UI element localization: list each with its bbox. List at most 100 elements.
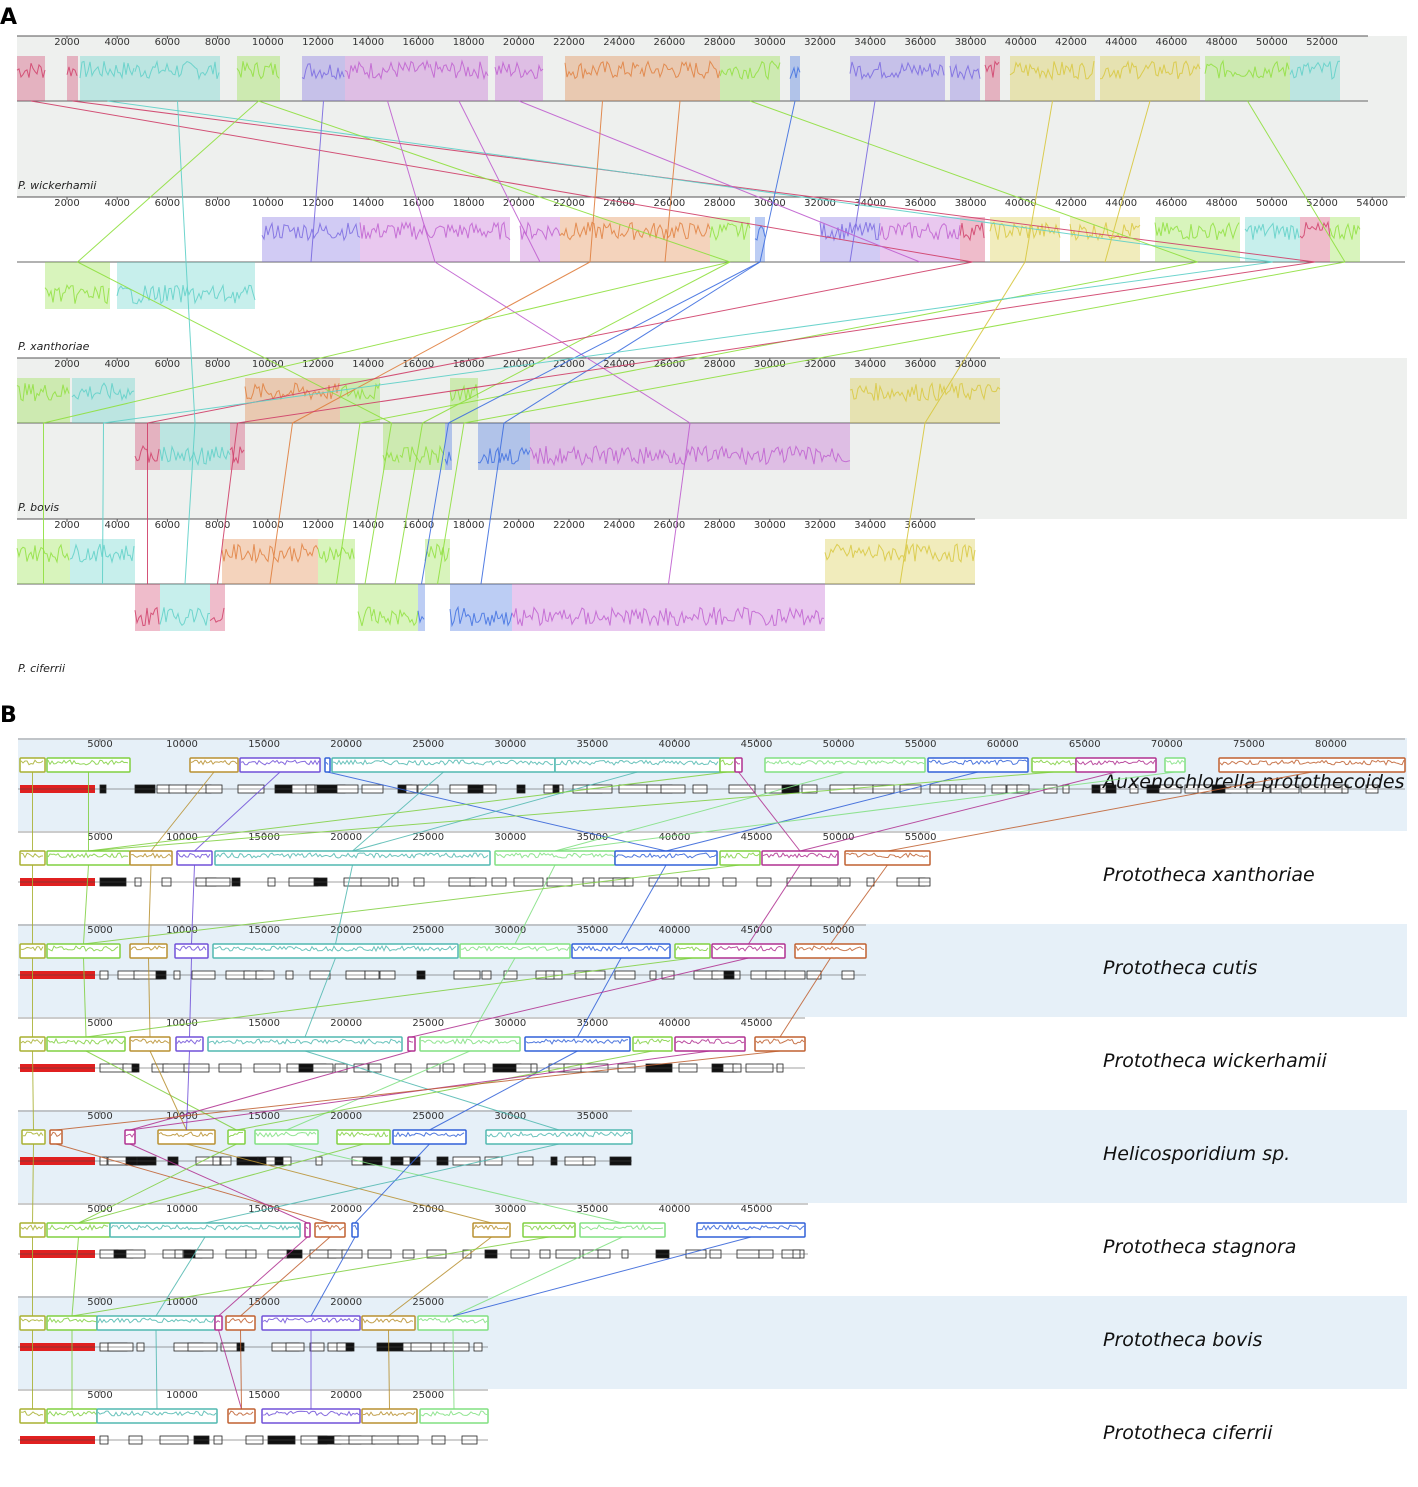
tick-label: 40000 (1005, 37, 1037, 48)
block-profile (315, 1224, 345, 1231)
tick-label: 2000 (54, 198, 79, 209)
lcb (135, 56, 220, 101)
tick-label: 18000 (453, 198, 485, 209)
tick-label: 46000 (1155, 198, 1187, 209)
lcb-connector (480, 422, 505, 585)
lcb (844, 850, 931, 866)
tick-label: 32000 (804, 198, 836, 209)
lcb (46, 850, 131, 866)
tick-label: 5000 (87, 1390, 112, 1401)
tick-label: 38000 (955, 198, 987, 209)
block-profile (712, 945, 784, 952)
lcb-connector (155, 1329, 158, 1410)
block-profile (418, 1317, 488, 1324)
block-profile (393, 1131, 465, 1138)
block-profile (424, 543, 450, 563)
lcb (17, 56, 45, 101)
track-label: Auxenochlorella protothecoides (1101, 771, 1405, 793)
block-profile (495, 852, 615, 859)
lcb (794, 943, 867, 959)
lcb-connector (354, 1143, 430, 1224)
block-profile (79, 60, 135, 80)
block-profile (66, 66, 78, 77)
lcb (46, 1036, 126, 1052)
lcb (1155, 217, 1240, 262)
tick-label: 80000 (1315, 739, 1347, 750)
lcb-connector (469, 957, 516, 1038)
tick-label: 10000 (252, 198, 284, 209)
block-profile (1076, 759, 1156, 766)
tick-label: 20000 (330, 832, 362, 843)
block-profile (845, 852, 929, 859)
block-profile (765, 759, 925, 766)
lcb (520, 217, 560, 262)
lcb-connector (177, 100, 187, 263)
tick-label: 40000 (659, 1018, 691, 1029)
block-profile (255, 1131, 317, 1138)
lcb (160, 584, 210, 631)
lcb-connector (32, 1050, 34, 1131)
tick-label: 14000 (352, 359, 384, 370)
lcb-connector (364, 422, 392, 585)
tick-label: 50000 (823, 925, 855, 936)
lcb-connector (71, 1236, 550, 1317)
block-profile (190, 759, 238, 766)
tick-label: 20000 (330, 1390, 362, 1401)
tick-label: 10000 (166, 925, 198, 936)
block-profile (523, 1224, 575, 1231)
track-background (18, 1110, 1407, 1203)
lcb (392, 1129, 467, 1145)
tick-label: 12000 (302, 520, 334, 531)
track-background (17, 36, 1407, 197)
block-profile (1219, 759, 1405, 766)
block-profile (20, 1038, 44, 1045)
block-profile (519, 221, 561, 241)
tick-label: 20000 (503, 359, 535, 370)
tick-label: 14000 (352, 520, 384, 531)
lcb (304, 1222, 311, 1238)
block-profile (559, 221, 621, 241)
lcb-connector (452, 1329, 455, 1410)
lcb (524, 1036, 631, 1052)
lcb-connector (107, 100, 1273, 263)
tick-label: 5000 (87, 739, 112, 750)
lcb-connector (1247, 100, 1346, 263)
lcb-connector (448, 261, 761, 424)
tick-label: 48000 (1206, 37, 1238, 48)
block-profile (176, 1038, 202, 1045)
track-background (17, 358, 1407, 519)
tick-label: 34000 (854, 520, 886, 531)
lcb (318, 539, 355, 584)
tick-label: 5000 (87, 1018, 112, 1029)
lcb (734, 757, 743, 773)
block-profile (420, 1410, 488, 1417)
tick-label: 5000 (87, 832, 112, 843)
lcb-connector (554, 771, 846, 852)
block-profile (175, 945, 207, 952)
lcb-connector (204, 1143, 560, 1224)
tick-label: 10000 (252, 37, 284, 48)
tick-label: 15000 (248, 832, 280, 843)
tick-label: 8000 (205, 520, 230, 531)
tick-label: 40000 (659, 832, 691, 843)
lcb (560, 217, 620, 262)
lcb-connector (388, 1329, 390, 1410)
tick-label: 30000 (494, 1018, 526, 1029)
lcb-connector (77, 100, 259, 263)
block-profile (359, 221, 511, 241)
block-profile (344, 59, 430, 81)
lcb-connector (429, 1050, 578, 1131)
block-profile (1289, 60, 1341, 80)
lcb (176, 850, 213, 866)
block-profile (159, 445, 231, 467)
tick-label: 32000 (804, 359, 836, 370)
block-profile (639, 60, 721, 80)
lcb-connector (240, 1329, 242, 1410)
lcb (361, 1408, 418, 1424)
tick-label: 10000 (166, 1390, 198, 1401)
lcb-connector (71, 1236, 79, 1317)
lcb (880, 217, 960, 262)
lcb (1031, 757, 1077, 773)
tick-label: 22000 (553, 198, 585, 209)
lcb (418, 584, 425, 631)
